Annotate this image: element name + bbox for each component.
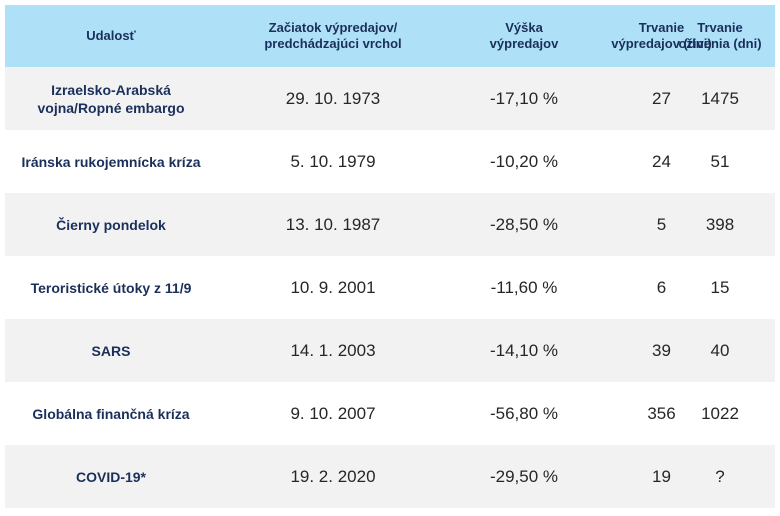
duration-value: 27 <box>652 88 671 108</box>
start-date: 10. 9. 2001 <box>290 277 376 297</box>
table-row: Globálna finančná kríza 9. 10. 2007 -56,… <box>5 382 775 445</box>
table-row: Izraelsko-Arabská vojna/Ropné embargo 29… <box>5 67 775 130</box>
header-start: Začiatok výpredajov/ predchádzajúci vrch… <box>264 20 402 51</box>
event-name: Čierny pondelok <box>56 216 166 233</box>
header-drop: Výška výpredajov <box>489 20 559 51</box>
recovery-value: 1475 <box>701 88 739 108</box>
table-header: Udalosť Začiatok výpredajov/ predchádzaj… <box>5 5 775 67</box>
table-row: SARS 14. 1. 2003 -14,10 % 39 40 <box>5 319 775 382</box>
start-date: 9. 10. 2007 <box>290 403 376 423</box>
table-row: Čierny pondelok 13. 10. 1987 -28,50 % 5 … <box>5 193 775 256</box>
event-name: COVID-19* <box>75 468 147 485</box>
drop-value: -14,10 % <box>489 340 559 360</box>
drop-value: -17,10 % <box>489 88 559 108</box>
header-event: Udalosť <box>86 28 136 43</box>
event-name: Iránska rukojemnícka kríza <box>21 153 201 170</box>
drop-value: -10,20 % <box>489 151 559 171</box>
event-name: Izraelsko-Arabská vojna/Ropné embargo <box>37 81 185 116</box>
duration-value: 24 <box>652 151 671 171</box>
duration-value: 356 <box>647 403 676 423</box>
duration-value: 5 <box>656 214 667 234</box>
drop-value: -28,50 % <box>489 214 559 234</box>
table-row: Teroristické útoky z 11/9 10. 9. 2001 -1… <box>5 256 775 319</box>
header-recovery: Trvanie oživenia (dni) <box>678 20 762 51</box>
start-date: 5. 10. 1979 <box>290 151 376 171</box>
start-date: 29. 10. 1973 <box>285 88 381 108</box>
recovery-value: 1022 <box>701 403 739 423</box>
table-row: Iránska rukojemnícka kríza 5. 10. 1979 -… <box>5 130 775 193</box>
start-date: 14. 1. 2003 <box>290 340 376 360</box>
start-date: 13. 10. 1987 <box>285 214 381 234</box>
duration-value: 19 <box>652 466 671 486</box>
header-duration: Trvanie výpredajov (dni) <box>611 20 712 51</box>
recovery-value: ? <box>715 466 725 486</box>
recovery-value: 40 <box>710 340 730 360</box>
event-name: Globálna finančná kríza <box>32 405 190 422</box>
recovery-value: 15 <box>710 277 730 297</box>
recovery-value: 51 <box>710 151 730 171</box>
recovery-value: 398 <box>705 214 735 234</box>
event-name: Teroristické útoky z 11/9 <box>30 279 192 296</box>
duration-value: 39 <box>652 340 671 360</box>
drop-value: -11,60 % <box>490 277 558 297</box>
drop-value: -56,80 % <box>489 403 559 423</box>
drop-value: -29,50 % <box>489 466 559 486</box>
start-date: 19. 2. 2020 <box>290 466 376 486</box>
duration-value: 6 <box>656 277 667 297</box>
event-name: SARS <box>91 342 131 359</box>
table-row: COVID-19* 19. 2. 2020 -29,50 % 19 ? <box>5 445 775 508</box>
